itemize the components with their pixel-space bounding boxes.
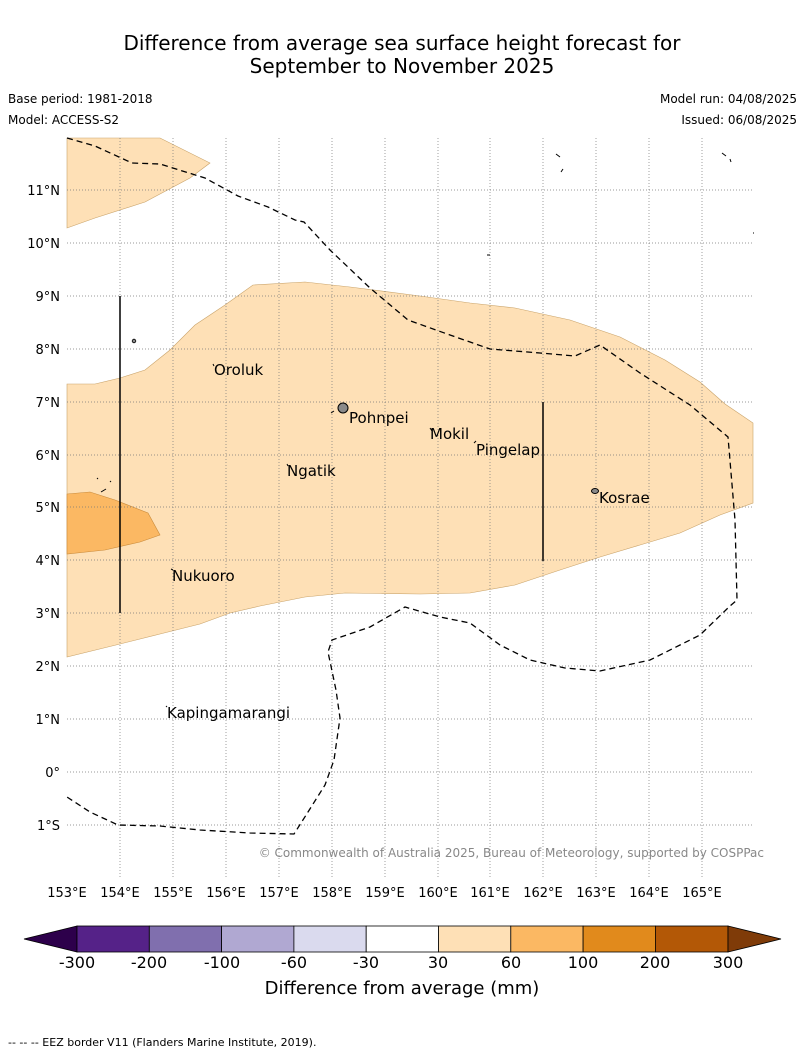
title-line-2: September to November 2025: [249, 54, 555, 78]
anomaly-region-30-60-north: [66, 137, 211, 229]
base-period: Base period: 1981-2018: [8, 92, 153, 106]
lon-label: 162°E: [523, 886, 563, 901]
lon-label: 159°E: [365, 886, 405, 901]
lat-label: 4°N: [36, 554, 61, 569]
islet: [131, 338, 137, 344]
lon-label: 155°E: [153, 886, 193, 901]
colorbar-swatch: [438, 925, 512, 953]
place-label-mokil: Mokil: [430, 425, 469, 443]
lon-label: 163°E: [576, 886, 616, 901]
eez-border-legend: -- -- -- EEZ border V11 (Flanders Marine…: [8, 1036, 317, 1049]
lon-label: 160°E: [418, 886, 458, 901]
place-label-ngatik: Ngatik: [287, 462, 336, 480]
colorbar-tick: 200: [640, 953, 671, 972]
colorbar-label: Difference from average (mm): [264, 978, 540, 999]
colorbar-swatch: [365, 925, 439, 953]
colorbar-under-arrow: [23, 925, 78, 953]
issued-date: Issued: 06/08/2025: [681, 113, 797, 127]
lon-label: 157°E: [259, 886, 299, 901]
colorbar-tick: 30: [428, 953, 448, 972]
lon-label: 154°E: [100, 886, 140, 901]
colorbar: [23, 925, 782, 953]
model-run: Model run: 04/08/2025: [659, 92, 797, 106]
lon-label: 165°E: [682, 886, 722, 901]
pohnpei-island: [337, 402, 349, 414]
lat-label: 6°N: [36, 449, 61, 464]
colorbar-swatch: [293, 925, 367, 953]
colorbar-swatch: [655, 925, 729, 953]
lat-label: 1°N: [36, 713, 61, 728]
lat-label: 8°N: [36, 343, 61, 358]
colorbar-tick: -300: [59, 953, 95, 972]
colorbar-tick: -200: [131, 953, 167, 972]
lat-label: 1°S: [37, 819, 60, 834]
model-name: Model: ACCESS-S2: [8, 113, 120, 127]
lon-label: 153°E: [47, 886, 87, 901]
colorbar-swatch: [582, 925, 656, 953]
place-label-oroluk: Oroluk: [214, 361, 263, 379]
colorbar-tick: 60: [501, 953, 521, 972]
latitude-gridlines: [67, 189, 753, 826]
title-line-1: Difference from average sea surface heig…: [123, 31, 681, 55]
colorbar-swatch: [148, 925, 223, 953]
colorbar-tick: 300: [713, 953, 744, 972]
anomaly-region-60-100: [66, 491, 161, 555]
lat-label: 11°N: [27, 184, 60, 199]
place-label-pingelap: Pingelap: [476, 441, 540, 459]
map-canvas: Oroluk Pohnpei Mokil Pingelap Ngatik Kos…: [23, 137, 782, 972]
lat-label: 9°N: [36, 290, 61, 305]
lat-label: 2°N: [36, 660, 61, 675]
map-title: Difference from average sea surface heig…: [0, 32, 804, 78]
place-label-nukuoro: Nukuoro: [172, 567, 235, 585]
place-label-kosrae: Kosrae: [599, 489, 650, 507]
island-shapes: [96, 152, 754, 708]
lat-label: 5°N: [36, 501, 61, 516]
place-label-pohnpei: Pohnpei: [349, 409, 409, 427]
lon-label: 164°E: [629, 886, 669, 901]
colorbar-swatch: [221, 925, 295, 953]
eez-border: [66, 137, 738, 835]
colorbar-tick: -60: [281, 953, 307, 972]
lat-label: 0°: [45, 766, 60, 781]
place-label-kapingamarangi: Kapingamarangi: [167, 704, 290, 722]
colorbar-over-arrow: [727, 925, 782, 953]
copyright-notice: © Commonwealth of Australia 2025, Bureau…: [259, 846, 764, 860]
lat-label: 3°N: [36, 607, 61, 622]
lat-label: 10°N: [27, 237, 60, 252]
kosrae-island: [591, 488, 599, 494]
colorbar-swatch: [76, 925, 150, 953]
lat-label: 7°N: [36, 396, 61, 411]
colorbar-tick: -30: [353, 953, 379, 972]
anomaly-region-30-60: [66, 281, 754, 658]
lon-label: 158°E: [312, 886, 352, 901]
colorbar-tick: -100: [204, 953, 240, 972]
colorbar-tick: 100: [568, 953, 599, 972]
colorbar-swatch: [510, 925, 584, 953]
lon-label: 156°E: [206, 886, 246, 901]
lon-label: 161°E: [470, 886, 510, 901]
